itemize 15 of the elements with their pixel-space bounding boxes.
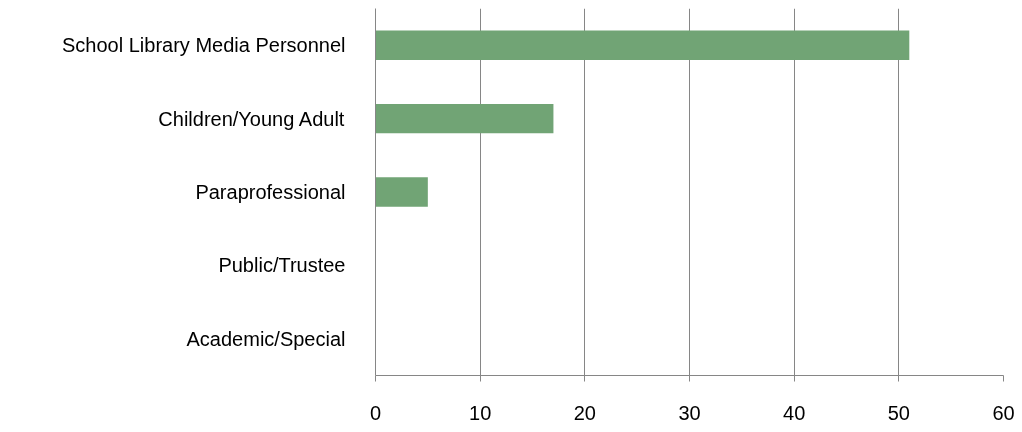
- y-tick-label: Children/Young Adult: [158, 107, 345, 130]
- y-tick-label: School Library Media Personnel: [62, 34, 346, 57]
- x-tick-label: 40: [783, 401, 806, 424]
- x-tick-label: 50: [887, 401, 910, 424]
- x-tick-label: 30: [678, 401, 701, 424]
- x-tick-label: 60: [992, 401, 1015, 424]
- bar: [375, 177, 428, 207]
- bar: [375, 103, 554, 134]
- y-tick-label: Academic/Special: [186, 327, 346, 350]
- x-tick-label: 20: [573, 401, 596, 424]
- y-tick-label: Public/Trustee: [218, 254, 346, 277]
- y-tick-label: Paraprofessional: [195, 181, 346, 203]
- x-tick-label: 10: [469, 401, 492, 424]
- bar: [375, 30, 910, 60]
- x-tick-label: 0: [369, 401, 382, 424]
